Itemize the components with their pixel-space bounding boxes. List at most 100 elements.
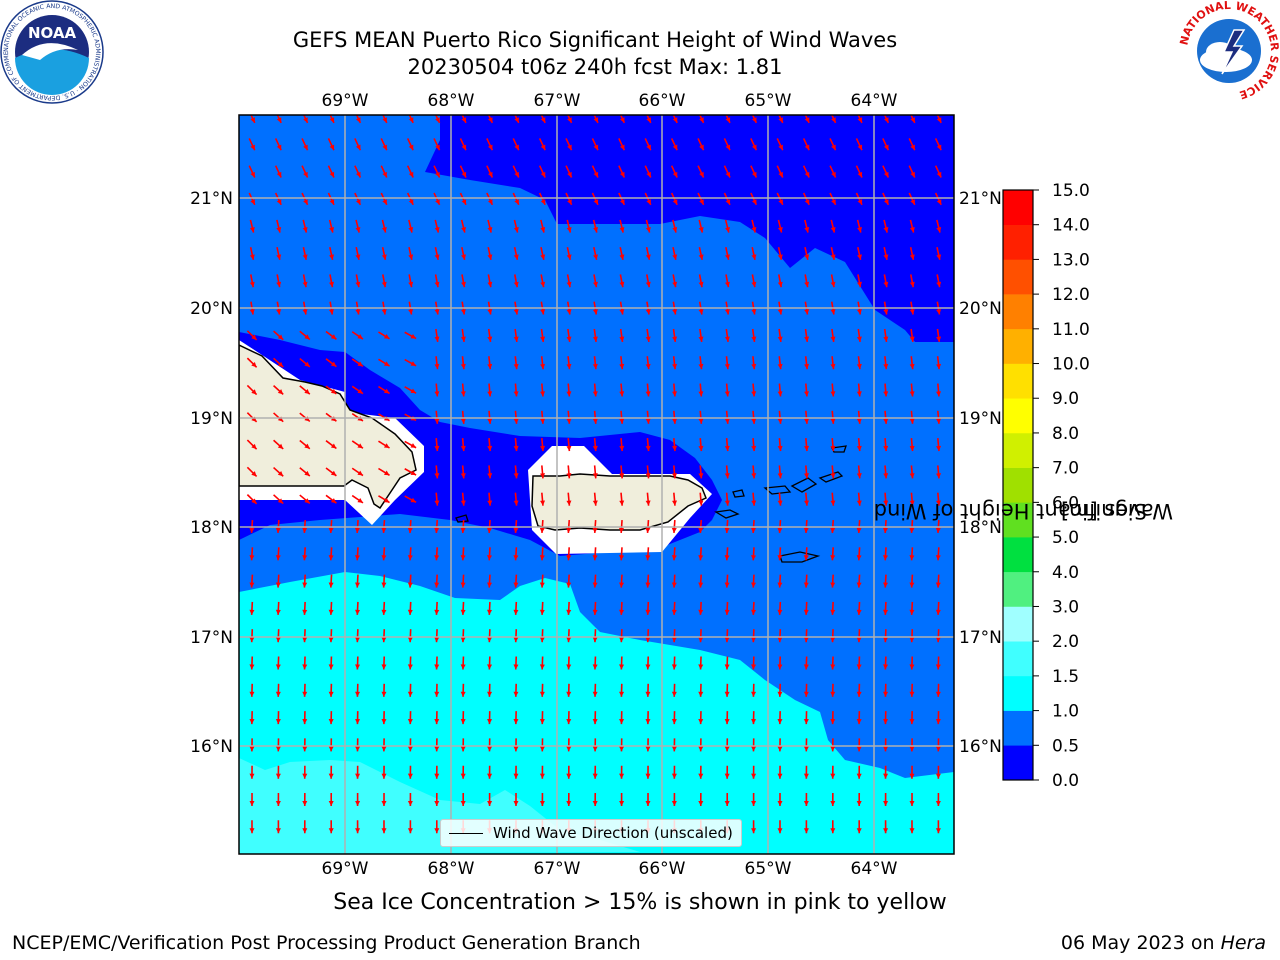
wave-arrow (856, 765, 862, 779)
wave-arrow (856, 792, 862, 807)
wave-arrow (777, 683, 783, 697)
wave-arrow (592, 383, 598, 397)
wave-arrow (644, 192, 652, 206)
wave-arrow (909, 792, 915, 807)
wave-arrow (434, 711, 440, 725)
colorbar-segment (1003, 745, 1033, 781)
wave-arrow (407, 601, 413, 615)
wave-arrow (803, 601, 809, 615)
wave-arrow (619, 383, 625, 397)
wave-arrow (354, 138, 362, 151)
wave-arrow (909, 492, 915, 506)
wave-arrow (487, 115, 494, 124)
sea-ice-note: Sea Ice Concentration > 15% is shown in … (333, 890, 947, 915)
wave-arrow (592, 574, 598, 588)
wave-arrow (381, 574, 387, 588)
wave-arrow (751, 383, 757, 397)
wave-arrow (883, 629, 889, 643)
wave-arrow (804, 115, 810, 124)
noaa-logo: NATIONAL OCEANIC AND ATMOSPHERIC ADMINIS… (0, 0, 104, 104)
lon-tick-bottom: 69°W (322, 859, 369, 879)
wave-arrow (645, 738, 651, 752)
wave-arrow (329, 246, 334, 261)
nws-logo: NATIONAL WEATHER SERVICE (1178, 0, 1280, 102)
wave-arrow (804, 383, 810, 397)
wave-arrow (751, 738, 757, 752)
wave-arrow (724, 683, 730, 697)
wave-arrow (276, 115, 282, 124)
wave-arrow (619, 438, 625, 452)
wave-arrow (249, 792, 255, 807)
wave-arrow (327, 138, 335, 151)
wave-arrow (540, 328, 546, 342)
colorbar-tick-label: 7.0 (1052, 459, 1079, 479)
wave-arrow (724, 356, 730, 370)
wave-arrow (724, 438, 730, 452)
wave-arrow (404, 331, 417, 340)
wave-arrow (724, 792, 730, 807)
wave-arrow (328, 738, 334, 752)
wave-arrow (351, 331, 364, 340)
wave-arrow (273, 357, 284, 368)
wave-arrow (566, 115, 573, 124)
wave-arrow (434, 629, 440, 643)
lat-tick-right: 17°N (959, 628, 1002, 648)
wave-arrow (513, 328, 519, 342)
wave-arrow (540, 274, 546, 288)
wave-arrow (645, 656, 651, 670)
wave-arrow (855, 192, 863, 206)
wave-arrow (856, 328, 862, 342)
wave-arrow (513, 246, 519, 261)
wave-arrow (246, 330, 258, 341)
wave-arrow (619, 629, 625, 643)
wave-arrow (274, 138, 282, 151)
wave-arrow (249, 656, 255, 670)
wave-arrow (591, 138, 599, 151)
wave-arrow (381, 629, 387, 643)
wave-arrow (302, 683, 308, 697)
colorbar-tick-label: 4.0 (1052, 563, 1079, 583)
wave-arrow (751, 492, 757, 506)
wave-arrow (460, 547, 466, 561)
lon-tick-bottom: 68°W (428, 859, 475, 879)
wave-arrow (406, 165, 414, 178)
wave-arrow (433, 165, 441, 178)
wave-arrow (328, 820, 334, 834)
wave-arrow (434, 574, 440, 588)
wave-arrow (909, 656, 915, 670)
wave-arrow (724, 765, 730, 779)
colorbar-tick-label: 2.0 (1052, 632, 1079, 652)
wave-arrow (273, 466, 284, 477)
wave-arrow (513, 356, 519, 370)
wave-arrow (592, 601, 598, 615)
wave-arrow (698, 656, 704, 670)
wave-arrow (540, 492, 546, 506)
wave-arrow (698, 328, 704, 342)
wave-arrow (883, 115, 890, 124)
wave-arrow (378, 331, 390, 340)
wave-arrow (404, 440, 417, 449)
wave-arrow (566, 656, 572, 670)
wave-arrow (883, 465, 889, 479)
wave-arrow (487, 656, 493, 670)
wave-arrow (275, 601, 281, 615)
wave-arrow (698, 465, 704, 479)
wave-arrow (909, 465, 915, 479)
wave-arrow (434, 492, 440, 506)
wave-arrow (381, 601, 387, 615)
wave-arrow (461, 274, 466, 288)
wave-arrow (381, 765, 387, 779)
wave-arrow (830, 711, 836, 725)
wave-arrow (404, 358, 417, 367)
wave-arrow (302, 601, 308, 615)
wave-arrow (460, 765, 466, 779)
wave-arrow (724, 219, 730, 233)
wave-arrow (672, 492, 678, 506)
wave-arrow (830, 656, 836, 670)
wave-arrow (856, 601, 862, 615)
wave-arrow (513, 574, 519, 588)
wave-arrow (249, 601, 255, 615)
wave-arrow (513, 383, 519, 397)
colorbar-segment (1003, 432, 1033, 468)
